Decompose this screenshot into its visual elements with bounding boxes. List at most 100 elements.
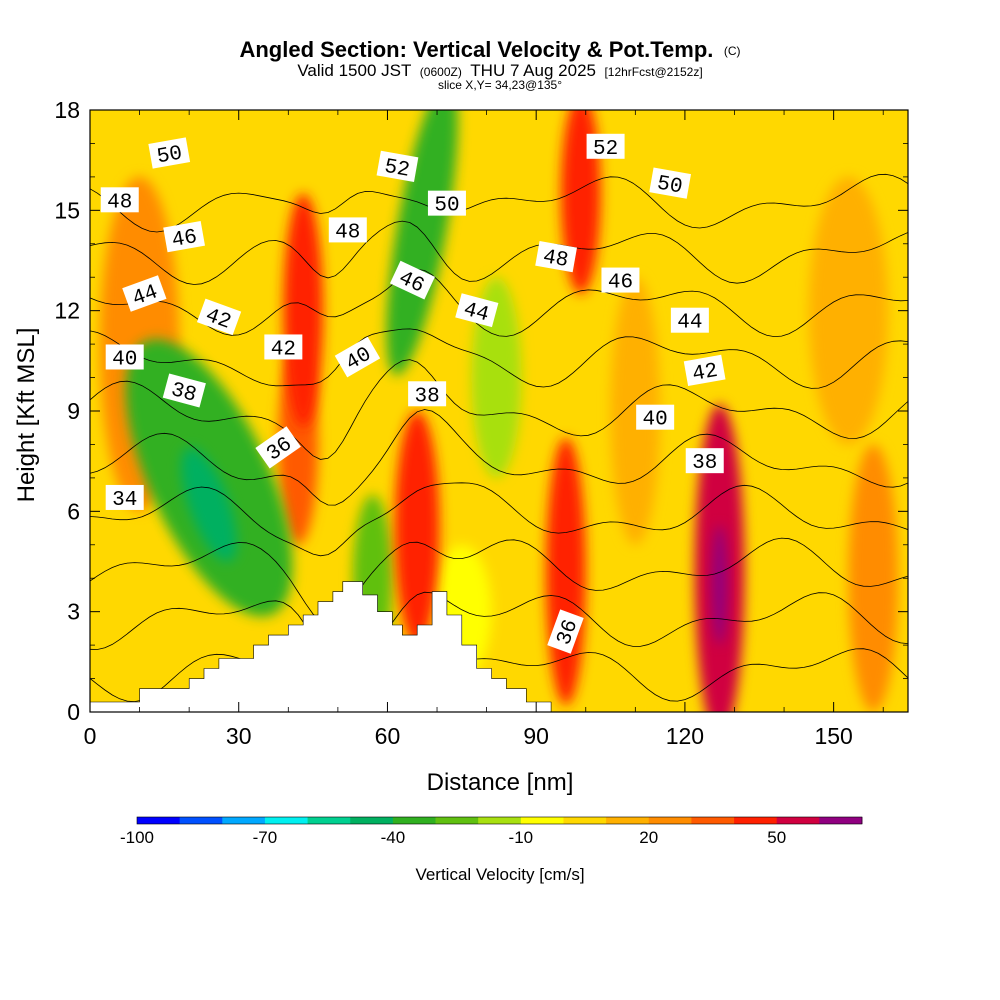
colorbar: -100 -70 -40 -10 20 50	[120, 816, 863, 847]
contour-label-text: 46	[170, 226, 199, 253]
contour-label-bg	[601, 267, 640, 293]
colorbar-segment	[179, 817, 223, 824]
y-tick-label: 9	[67, 398, 80, 424]
contour-label-bg	[670, 307, 709, 333]
x-tick-label: 90	[523, 723, 549, 749]
colorbar-tick-label: 50	[767, 828, 786, 847]
contour-label: 52	[376, 150, 419, 183]
contour-label: 46	[163, 220, 205, 253]
contour-label-bg	[649, 167, 692, 199]
colorbar-segment	[137, 817, 181, 824]
contour-label: 46	[601, 267, 640, 295]
contour-label: 34	[105, 484, 144, 512]
contour-label: 50	[148, 137, 191, 169]
colorbar-segment	[734, 817, 778, 824]
contour-label: 44	[670, 307, 709, 335]
contour-label-bg	[427, 190, 466, 216]
w-feature-9	[386, 110, 458, 376]
y-tick-label: 3	[67, 599, 80, 625]
contour-label-text: 52	[383, 156, 412, 183]
contour-label-bg	[196, 298, 242, 336]
theta-contour-44	[90, 359, 908, 460]
theta-contour-46	[90, 328, 908, 389]
theta-contour-52	[90, 173, 908, 233]
colorbar-segment	[392, 817, 436, 824]
y-tick-label: 12	[54, 298, 80, 324]
y-tick-label: 6	[67, 498, 80, 524]
contour-label-text: 48	[541, 246, 570, 273]
contour-label-bg	[163, 220, 205, 253]
contour-label: 42	[196, 298, 242, 336]
contour-label: 48	[100, 187, 139, 214]
theta-contour-42	[90, 409, 908, 506]
contour-label: 52	[586, 133, 625, 161]
colorbar-tick-label: -100	[120, 828, 154, 847]
w-feature-10	[283, 193, 324, 428]
w-feature-12	[394, 411, 440, 646]
chart-title: Angled Section: Vertical Velocity & Pot.…	[239, 37, 740, 62]
colorbar-tick-label: -70	[253, 828, 278, 847]
x-axis-title: Distance [nm]	[427, 769, 574, 796]
contour-label-bg	[100, 187, 139, 213]
colorbar-segment	[776, 817, 820, 824]
x-tick-label: 30	[226, 723, 252, 749]
theta-contour-48	[90, 268, 908, 338]
contour-label-text: 40	[112, 348, 137, 371]
contour-label-bg	[328, 217, 367, 243]
contour-label-text: 50	[155, 142, 184, 169]
contour-label-bg	[148, 137, 191, 169]
colorbar-segment	[691, 817, 735, 824]
contour-label-bg	[685, 448, 724, 474]
colorbar-tick-label: 20	[639, 828, 658, 847]
contour-label-text: 50	[655, 173, 684, 200]
contour-label: 42	[683, 354, 726, 387]
contour-label-text: 34	[112, 489, 137, 512]
contour-label-text: 50	[434, 195, 459, 218]
contour-label: 40	[105, 344, 144, 371]
colorbar-segment	[606, 817, 650, 824]
contour-label-bg	[105, 484, 144, 510]
contour-label-bg	[122, 275, 167, 312]
colorbar-tick-label: -40	[381, 828, 406, 847]
contour-label-bg	[389, 260, 435, 300]
colorbar-segment	[819, 817, 863, 824]
theta-contour-50	[90, 220, 908, 285]
contour-label-bg	[334, 336, 381, 378]
contour-label: 40	[636, 404, 675, 432]
contour-label-text: 44	[677, 312, 702, 335]
contour-label: 50	[427, 190, 466, 218]
contour-label-text: 42	[271, 338, 296, 361]
x-tick-label: 0	[84, 723, 97, 749]
contour-label: 38	[408, 381, 447, 408]
potential-temperature-contours	[90, 173, 908, 703]
w-feature-14	[181, 447, 237, 562]
theta-contour-38	[90, 537, 908, 625]
w-feature-1	[471, 277, 522, 478]
y-tick-label: 0	[67, 699, 80, 725]
theta-contour-40	[90, 482, 908, 557]
contour-label-bg	[162, 373, 206, 408]
contour-label-text: 40	[643, 409, 668, 432]
y-axis-title: Height [Kft MSL]	[13, 328, 40, 503]
w-feature-5	[848, 444, 899, 712]
slice-label: slice X,Y= 34,23@135°	[438, 78, 562, 92]
contour-label-text: 46	[608, 272, 633, 295]
colorbar-segment	[350, 817, 394, 824]
contour-label: 48	[535, 241, 577, 273]
colorbar-tick-label: -10	[509, 828, 534, 847]
contour-label-bg	[535, 241, 577, 273]
x-tick-label: 150	[814, 723, 852, 749]
w-feature-3	[610, 277, 661, 545]
colorbar-title: Vertical Velocity [cm/s]	[415, 865, 584, 884]
colorbar-segment	[264, 817, 308, 824]
theta-contour-34	[90, 648, 908, 703]
contour-label: 48	[328, 217, 367, 244]
colorbar-frame	[136, 816, 863, 825]
contour-label-text: 48	[335, 221, 360, 244]
colorbar-segment	[222, 817, 266, 824]
contour-label-bg	[255, 426, 301, 469]
colorbar-segment	[307, 817, 351, 824]
